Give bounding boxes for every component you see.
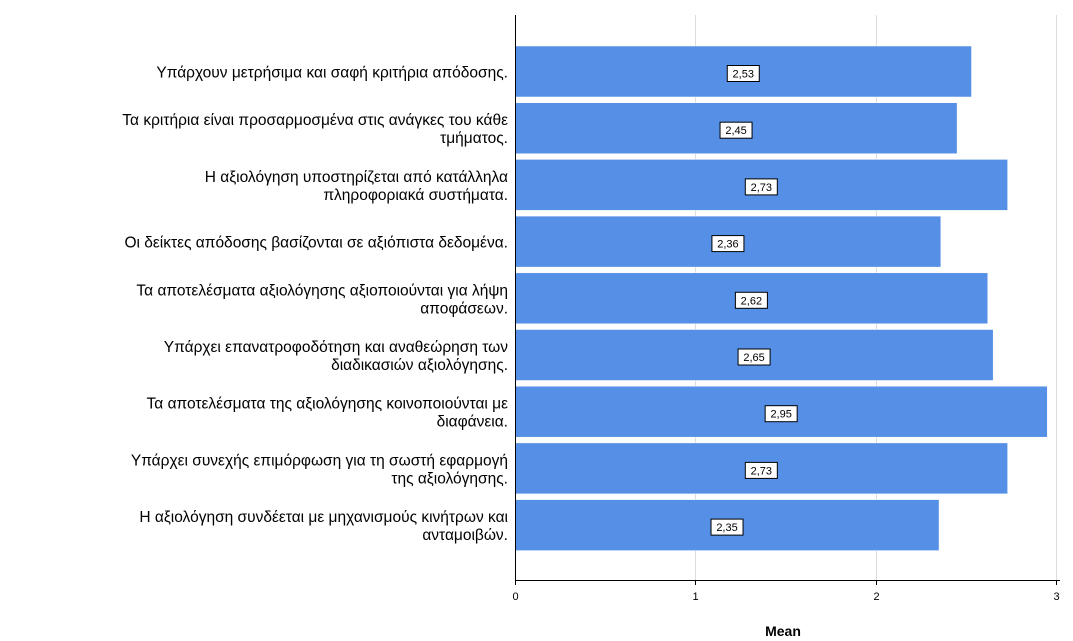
data-label: 2,65 [743,352,764,364]
category-label: Υπάρχει συνεχής επιμόρφωση για τη σωστή … [131,452,508,469]
data-label-box [719,121,753,139]
data-label: 2,53 [733,69,754,81]
data-label: 2,35 [716,522,737,534]
data-label-box [711,235,745,253]
category-label: Υπάρχει επανατροφοδότηση και αναθεώρηση … [164,339,508,356]
x-tick-label: 2 [873,591,879,603]
category-label: Τα αποτελέσματα της αξιολόγησης κοινοποι… [147,396,509,413]
category-label: Η αξιολόγηση υποστηρίζεται από κατάλληλα [205,169,508,186]
data-label: 2,36 [717,239,738,251]
data-label: 2,95 [770,409,791,421]
category-label: της αξιολόγησης. [391,470,508,487]
data-label-box [726,65,760,82]
x-axis-title: Mean [765,623,801,639]
data-label-box [764,405,798,423]
x-axis: 0 1 2 3 [512,15,1060,603]
category-label: διαφάνεια. [437,414,508,431]
data-label-box [737,348,771,366]
data-label: 2,45 [725,125,746,137]
category-label: πληροφοριακά συστήματα. [323,187,508,204]
data-label-box [734,291,768,309]
category-labels: Υπάρχουν μετρήσιμα και σαφή κριτήρια από… [122,65,508,545]
data-label-box [710,518,744,536]
category-label: τμήματος. [440,130,508,147]
category-label: διαδικασιών αξιολόγησης. [331,357,508,374]
bars: 2,53 2,45 2,73 2,36 2,62 2,65 2,95 2,73 2,35 [514,45,1048,551]
category-label: Τα κριτήρια είναι προσαρμοσμένα στις ανά… [122,112,508,129]
x-tick-label: 1 [692,591,698,603]
category-label: ανταμοιβών. [422,527,508,544]
data-label: 2,62 [741,295,762,307]
x-tick-label: 0 [512,591,518,603]
data-label: 2,73 [751,465,772,477]
data-label-box [744,178,778,196]
category-label: αποφάσεων. [420,300,508,317]
data-label-box [744,461,778,479]
data-label: 2,73 [751,182,772,194]
category-label: Οι δείκτες απόδοσης βασίζονται σε αξιόπι… [124,235,508,252]
category-label: Τα αποτελέσματα αξιολόγησης αξιοποιούντα… [136,282,508,299]
x-tick-label: 3 [1053,591,1059,603]
category-label: Υπάρχουν μετρήσιμα και σαφή κριτήρια από… [156,65,508,82]
category-label: Η αξιολόγηση συνδέεται με μηχανισμούς κι… [139,509,508,526]
